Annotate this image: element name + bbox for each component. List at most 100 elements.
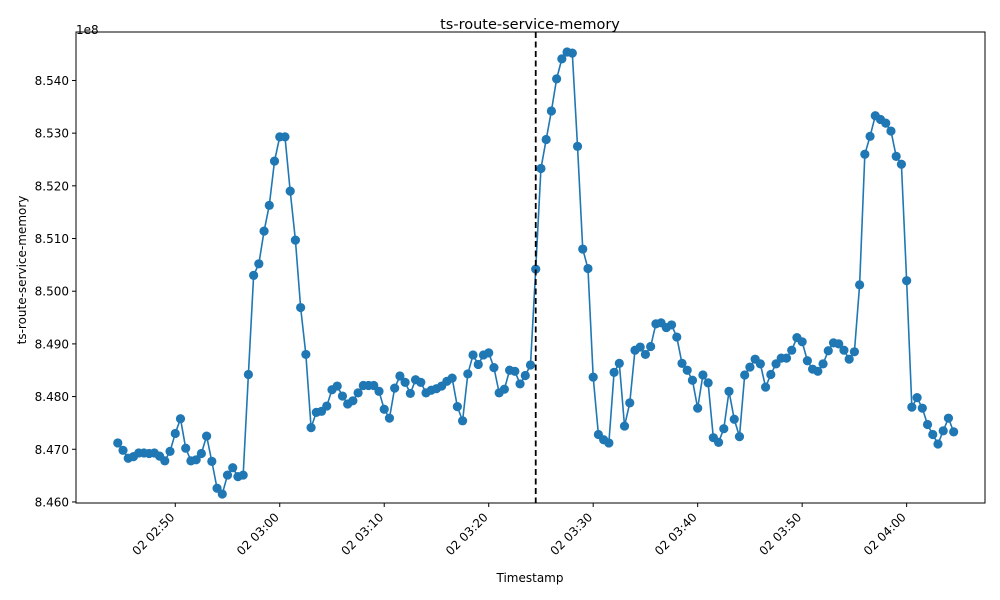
data-point [693,403,703,413]
data-point [489,363,499,373]
data-point [515,379,525,389]
data-point [447,373,457,383]
data-point [390,383,400,393]
data-point [823,346,833,356]
data-point [578,244,588,254]
y-tick-label: 8.460 [35,495,69,509]
data-point [463,369,473,379]
data-point [949,427,959,437]
data-point [572,141,583,151]
data-point [672,332,682,342]
data-point [290,235,301,245]
data-point [405,388,415,399]
data-point [922,419,933,430]
data-point [249,270,259,280]
data-point [222,470,233,480]
data-point [170,428,180,439]
data-point [452,401,462,412]
y-tick-label: 8.470 [35,443,69,457]
data-point [813,366,823,376]
y-tick-label: 8.500 [35,285,69,299]
data-point [724,386,734,396]
data-point [400,377,410,387]
y-tick-label: 8.540 [35,74,69,88]
data-point [760,382,771,392]
data-point [928,429,938,440]
data-point [353,388,363,398]
data-point [301,349,311,360]
data-point [713,437,724,448]
data-point [588,372,598,382]
data-point [202,431,212,441]
data-point [306,423,316,433]
data-point [583,263,593,274]
data-point [243,369,253,380]
data-point [416,377,426,387]
data-point [525,360,536,370]
data-point [933,439,943,449]
data-point [745,362,755,372]
data-point [379,404,389,414]
data-point [734,432,745,442]
data-point [865,131,875,141]
data-point [855,280,865,290]
data-point [531,264,541,274]
data-point [259,226,269,236]
data-point [677,358,687,368]
data-point [635,342,645,352]
data-point [614,358,624,368]
data-point [238,470,248,480]
data-point [802,356,812,366]
data-point [557,54,567,64]
data-point [384,413,395,423]
y-offset-label: 1e8 [76,23,99,37]
data-point [374,386,384,396]
data-point [567,48,577,58]
x-axis-title: Timestamp [496,571,564,585]
data-point [254,259,264,269]
data-point [625,398,635,408]
data-point [912,393,922,403]
data-point [860,149,870,159]
data-point [269,156,280,166]
data-point [703,378,713,388]
data-point [468,350,478,360]
data-point [719,424,729,434]
data-point [938,426,948,436]
series-layer [113,47,959,499]
y-tick-label: 8.480 [35,390,69,404]
plot-frame [75,31,986,504]
data-point [510,366,520,376]
data-point [181,443,191,453]
data-point [682,365,692,375]
data-point [337,391,348,401]
data-point [175,414,186,424]
data-point [113,438,123,448]
data-point [280,132,290,142]
data-point [766,369,776,380]
data-point [296,302,306,313]
y-tick-label: 8.530 [35,127,69,141]
data-point [609,367,619,377]
data-point [687,375,698,385]
y-axis-title: ts-route-service-memory [15,196,29,345]
data-point [264,200,274,210]
data-point [207,456,217,466]
data-point [891,151,901,161]
data-point [619,421,630,431]
data-point [797,337,807,347]
data-point [322,401,332,411]
data-point [781,353,792,363]
data-point [881,118,891,128]
data-point [646,341,656,352]
data-point [917,403,927,413]
data-point [332,381,342,391]
y-tick-label: 8.510 [35,232,69,246]
data-point [907,402,917,412]
data-point [839,345,849,355]
data-point [844,354,854,364]
data-point [604,438,614,448]
data-point [395,371,405,381]
